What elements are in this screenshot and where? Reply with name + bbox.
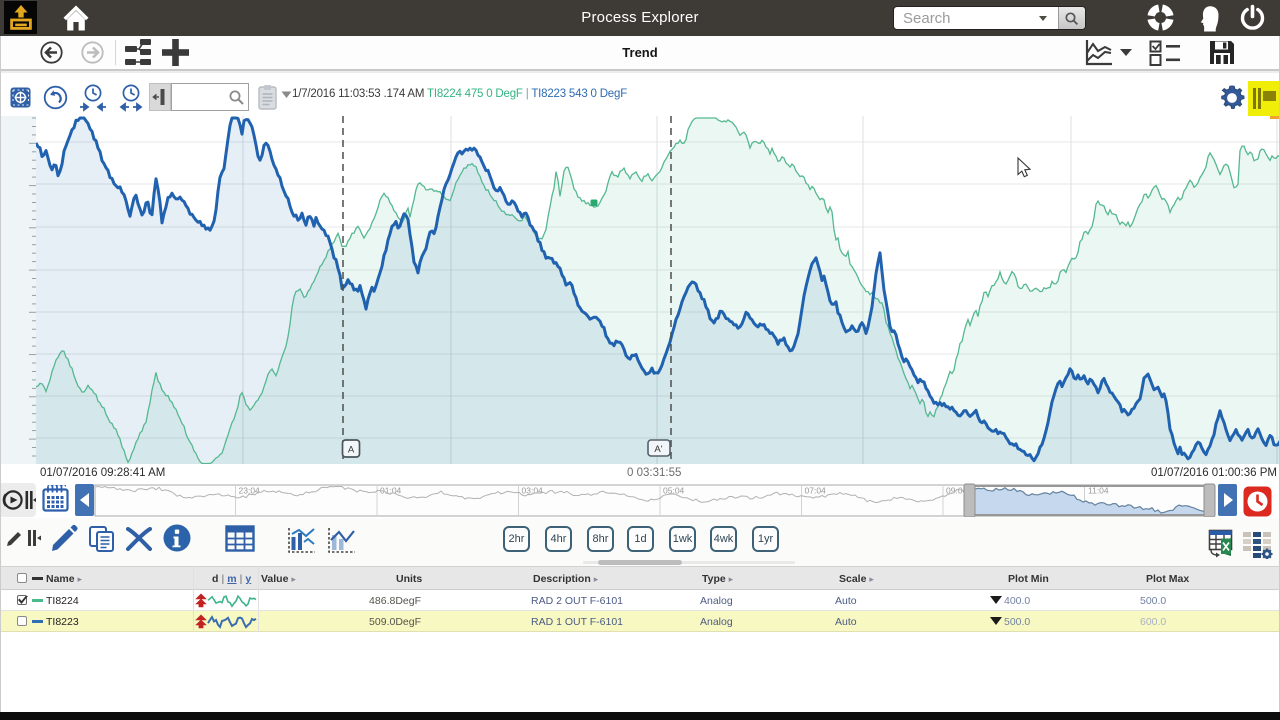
svg-text:01:04: 01:04 (380, 486, 402, 496)
svg-text:A: A (348, 445, 355, 456)
svg-text:09:04: 09:04 (946, 486, 968, 496)
svg-text:11:04: 11:04 (1088, 486, 1109, 496)
svg-text:05:04: 05:04 (663, 486, 685, 496)
svg-text:03:04: 03:04 (522, 486, 544, 496)
svg-text:A': A' (654, 444, 662, 455)
svg-text:07:04: 07:04 (805, 486, 827, 496)
svg-text:23:04: 23:04 (239, 486, 261, 496)
